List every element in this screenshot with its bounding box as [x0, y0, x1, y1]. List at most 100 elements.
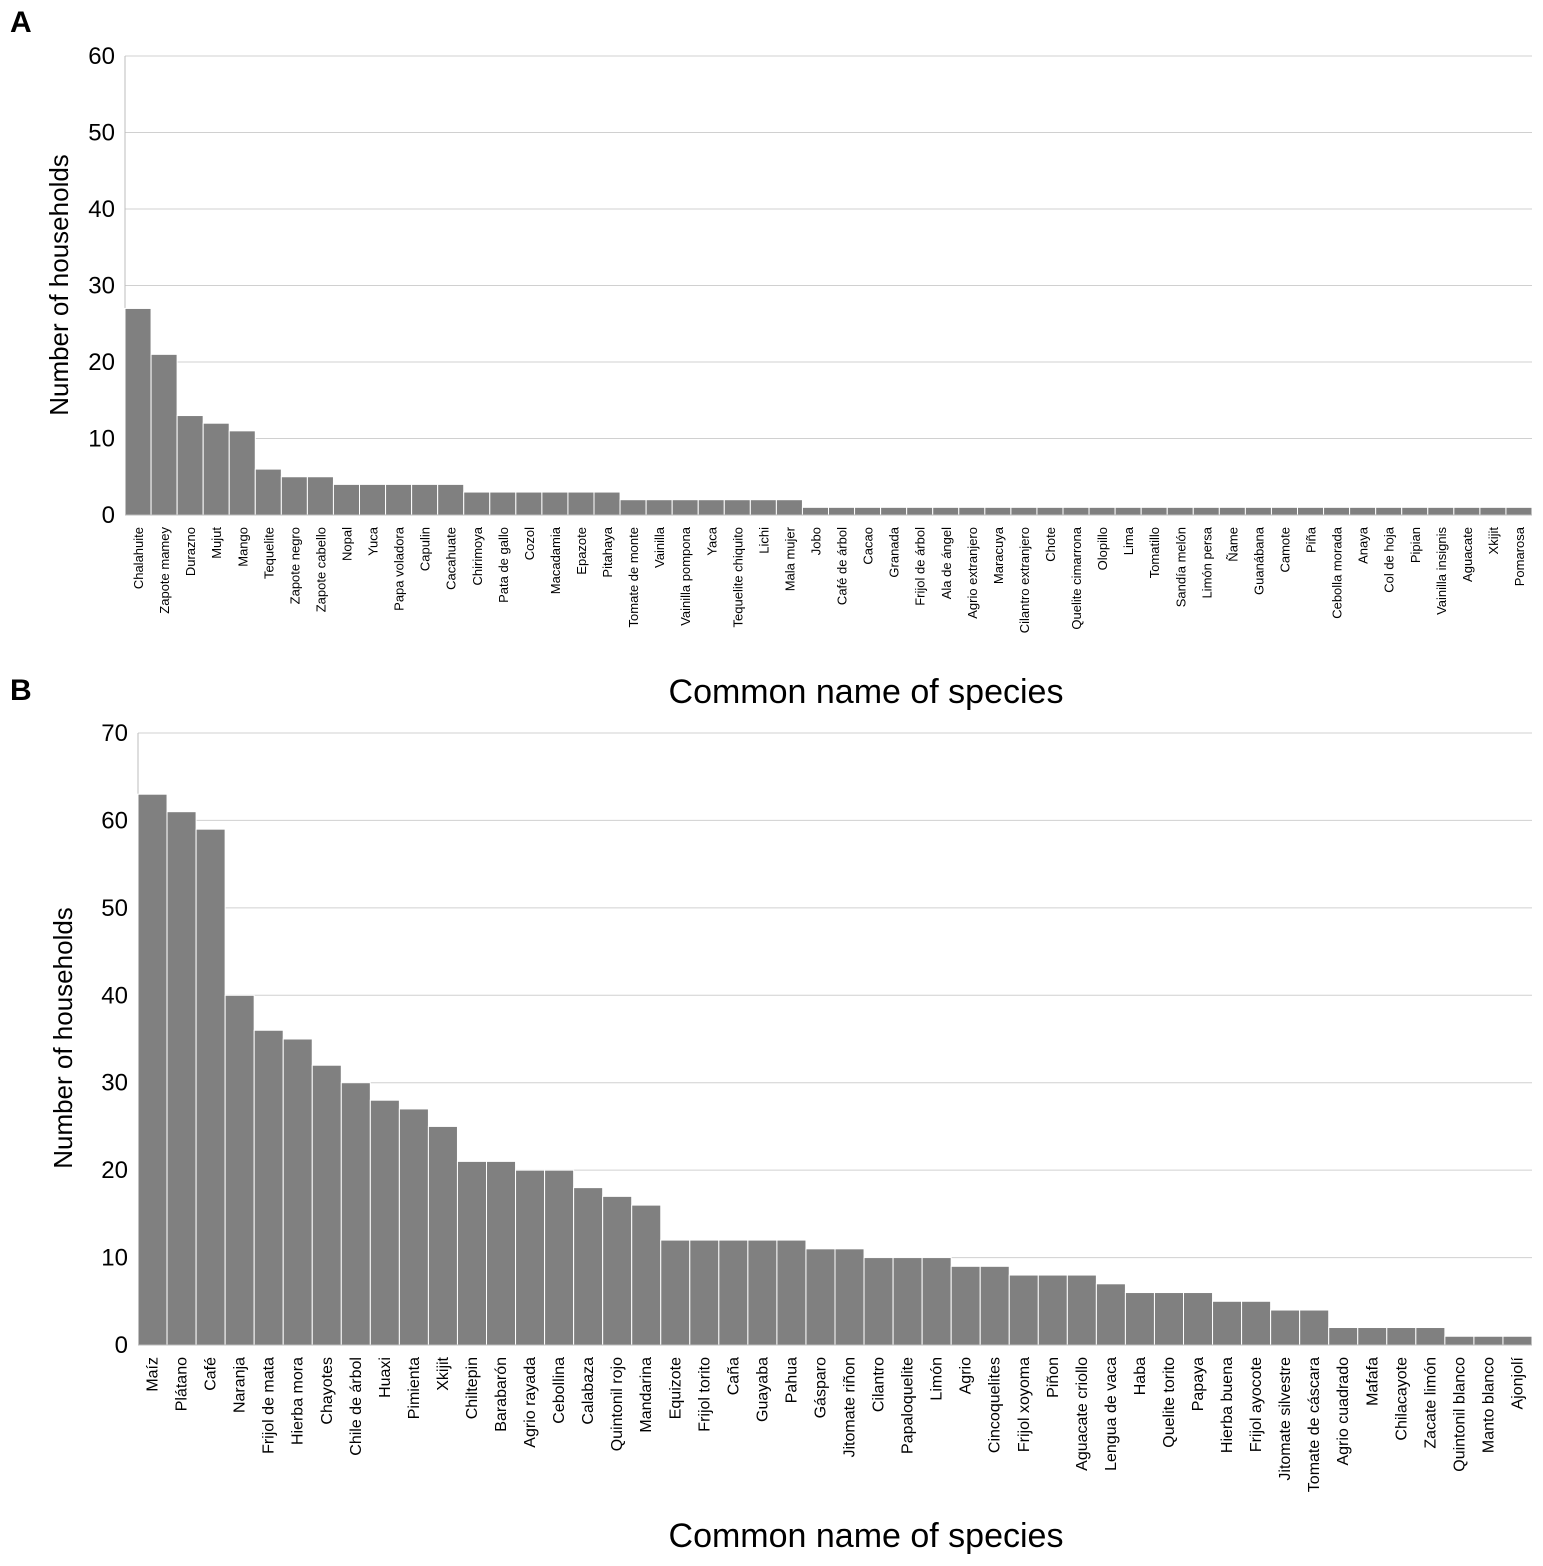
panel-b-bar: [1212, 1300, 1243, 1346]
panel-a-bar: [411, 483, 439, 516]
panel-b-x-tick-label: Chayotes: [319, 1357, 336, 1425]
panel-b-bar: [166, 811, 197, 1346]
panel-a-bar: [1297, 506, 1325, 516]
panel-b-bar: [398, 1108, 429, 1346]
panel-b-x-tick-label: Chilacayote: [1393, 1357, 1410, 1441]
panel-a-bar: [1036, 506, 1064, 516]
panel-a-bar: [593, 491, 621, 516]
panel-b-bar: [805, 1248, 836, 1346]
panel-a-y-tick-label: 40: [88, 196, 115, 223]
panel-a-x-tick-label: Sandía melón: [1173, 527, 1188, 607]
panel-a-x-tick-label: Ala de ángel: [939, 527, 954, 599]
panel-a-x-tick-label: Pomarosa: [1512, 526, 1527, 586]
panel-a-bar: [984, 506, 1012, 516]
panel-b-bar: [195, 828, 226, 1346]
panel-b-bar: [834, 1248, 865, 1346]
panel-b-bar: [224, 994, 255, 1346]
panel-a-bar: [775, 499, 803, 516]
panel-a-x-tick-label: Cozol: [522, 527, 537, 560]
panel-b-bar: [456, 1160, 488, 1346]
panel-b-y-tick-label: 50: [101, 895, 128, 922]
panel-a-bar: [437, 483, 465, 516]
panel-b-x-tick-label: Naranja: [232, 1357, 249, 1413]
panel-b-bar: [776, 1239, 807, 1346]
panel-a-x-tick-label: Anaya: [1356, 526, 1371, 564]
panel-a-x-tick-label: Mujut: [209, 527, 224, 559]
panel-a-x-tick-label: Olopillo: [1095, 527, 1110, 570]
panel-b-x-tick-label: Cincoquelites: [987, 1357, 1004, 1453]
panel-b-x-tick-label: Papaya: [1190, 1357, 1207, 1411]
panel-a-bar: [332, 483, 361, 516]
panel-b-bar: [1502, 1335, 1533, 1346]
panel-a-bar: [1192, 506, 1220, 516]
panel-a-x-tick-label: Chirimoya: [470, 526, 485, 585]
panel-b-x-tick-label: Zacate limón: [1422, 1357, 1439, 1449]
panel-a-bar: [1270, 506, 1299, 516]
panel-b-bar: [1357, 1327, 1388, 1346]
panel-a-y-tick-label: 20: [88, 349, 115, 376]
panel-b-bar: [660, 1239, 691, 1346]
panel-b-x-tick-label: Calabaza: [580, 1357, 597, 1425]
panel-a-x-tick-label: Camote: [1277, 527, 1292, 573]
panel-b-x-tick-label: Frijol xoyoma: [1016, 1357, 1033, 1452]
panel-a-bar: [359, 483, 387, 516]
panel-b-x-tick-label: Mafafa: [1364, 1357, 1381, 1406]
panel-a-x-tick-label: Aguacate: [1460, 527, 1475, 582]
panel-b-x-tick-label: Equizote: [667, 1357, 684, 1419]
panel-b-bar: [1473, 1335, 1504, 1346]
panel-a-y-tick-label: 50: [88, 120, 115, 147]
panel-b-x-tick-label: Hierba mora: [290, 1357, 307, 1445]
panel-b-x-tick-label: Tomate de cáscara: [1306, 1357, 1323, 1492]
panel-a-bar: [1453, 506, 1481, 516]
panel-b-y-tick-label: 10: [101, 1245, 128, 1272]
panel-b-bar: [1008, 1274, 1039, 1346]
panel-b-bar: [369, 1099, 400, 1346]
panel-b-bar: [1299, 1309, 1330, 1346]
panel-a-x-tick-label: Tequelite: [261, 527, 276, 579]
panel-a-x-tick-label: Papa voladora: [392, 526, 407, 611]
panel-a-x-tick-label: Maracuya: [991, 526, 1006, 584]
panel-b-x-tick-label: Aguacate criollo: [1074, 1357, 1091, 1471]
panel-b-bar: [1444, 1335, 1475, 1346]
panel-a-x-tick-label: Frijol de árbol: [913, 527, 928, 606]
panel-b-x-tick-label: Ajonjolí: [1509, 1356, 1526, 1409]
panel-b-y-tick-label: 0: [115, 1332, 128, 1359]
panel-b-x-tick-label: Manto blanco: [1480, 1357, 1497, 1453]
panel-a-x-tick-label: Quelite cimarrona: [1069, 526, 1084, 629]
panel-a-x-tick-label: Vainilla insignis: [1434, 527, 1449, 615]
panel-a-x-tick-label: Guanábana: [1251, 526, 1266, 595]
panel-b-y-tick-label: 20: [101, 1157, 128, 1184]
panel-a-x-tick-label: Pata de gallo: [496, 527, 511, 603]
panel-a-bar: [124, 307, 152, 516]
panel-a-bar: [749, 499, 777, 516]
panel-b-bar: [1153, 1292, 1185, 1346]
panel-b-x-tick-label: Jitomate riñon: [842, 1357, 859, 1458]
panel-b-bar: [602, 1195, 633, 1346]
panel-b-x-tick-label: Caña: [725, 1357, 742, 1395]
panel-b-x-tick-label: Quintonil blanco: [1451, 1357, 1468, 1472]
panel-b-x-tick-label: Cilantro: [871, 1357, 888, 1412]
panel-b-x-tick-label: Limón: [929, 1357, 946, 1401]
panel-b-bar: [1037, 1274, 1068, 1346]
panel-b-x-tick-label: Barabarón: [493, 1357, 510, 1432]
panel-a-x-tick-label: Limón persa: [1199, 526, 1214, 598]
panel-b-bar: [282, 1038, 313, 1346]
panel-a-bar: [228, 430, 256, 516]
panel-b-x-tick-label: Huaxi: [377, 1357, 394, 1398]
panel-a-bar: [1062, 506, 1090, 516]
panel-b-x-tick-label: Xkijit: [435, 1356, 452, 1390]
panel-a-bar: [619, 499, 647, 516]
panel-a-x-axis-title: Common name of species: [669, 673, 1064, 711]
panel-b-x-tick-label: Gásparo: [812, 1357, 829, 1418]
panel-b-bar: [340, 1082, 371, 1346]
panel-a-x-tick-label: Mango: [235, 527, 250, 567]
panel-a-bar: [1088, 506, 1116, 516]
panel-a-x-tick-label: Col de hoja: [1382, 526, 1397, 593]
panel-b-x-tick-label: Hierba buena: [1219, 1357, 1236, 1453]
panel-b-y-tick-label: 60: [101, 807, 128, 834]
panel-a-bar: [150, 353, 178, 516]
panel-a-y-axis-title: Number of households: [44, 154, 74, 416]
panel-a-x-tick-label: Cilantro extranjero: [1017, 527, 1032, 633]
